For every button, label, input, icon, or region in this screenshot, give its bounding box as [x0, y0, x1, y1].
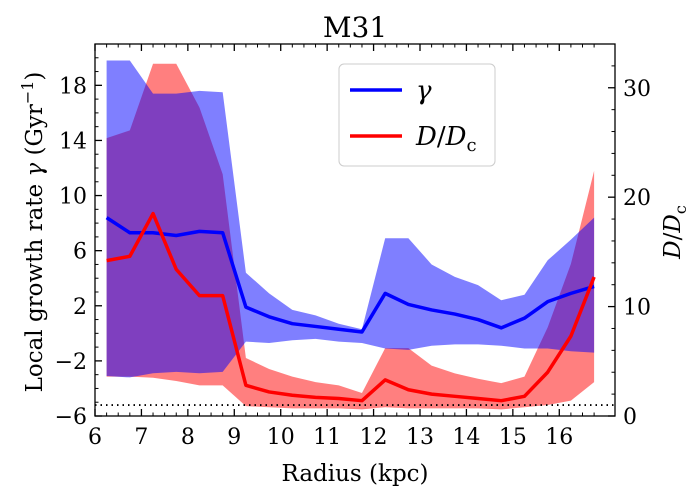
y-right-axis-ticks: 0 10 20 30 — [608, 43, 651, 430]
y-left-tick-label: −6 — [55, 405, 87, 430]
y-left-axis-label: Local growth rate γ (Gyr−1) — [18, 72, 48, 393]
y-right-tick-label: 30 — [623, 77, 651, 102]
y-left-tick-label: 10 — [59, 185, 87, 210]
plot-frame — [94, 43, 616, 417]
x-tick-label: 13 — [406, 425, 434, 450]
x-tick-label: 10 — [267, 425, 295, 450]
chart-title: M31 — [323, 11, 387, 44]
x-axis-top-ticks — [94, 44, 595, 51]
y-left-tick-label: 18 — [59, 74, 87, 99]
y-left-tick-label: 2 — [73, 295, 87, 320]
legend-gamma-label: γ — [416, 76, 432, 106]
band-gamma — [106, 60, 595, 378]
legend: γ D/Dc — [338, 63, 496, 167]
x-axis-ticks: 6 7 8 9 10 11 12 13 14 15 16 — [88, 409, 595, 450]
legend-ratio-label: D/Dc — [415, 122, 477, 156]
x-tick-label: 11 — [313, 425, 341, 450]
series-lines — [105, 211, 596, 403]
x-tick-label: 15 — [499, 425, 527, 450]
x-tick-label: 6 — [88, 425, 102, 450]
line-gamma — [105, 216, 595, 334]
y-left-tick-label: 14 — [59, 129, 87, 154]
y-right-tick-label: 0 — [623, 405, 637, 430]
x-tick-label: 12 — [360, 425, 388, 450]
y-right-tick-label: 20 — [623, 186, 651, 211]
x-tick-label: 7 — [134, 425, 148, 450]
x-tick-label: 14 — [452, 425, 480, 450]
x-axis-label: Radius (kpc) — [281, 461, 428, 487]
x-tick-label: 9 — [227, 425, 241, 450]
y-right-tick-label: 10 — [623, 296, 651, 321]
x-tick-label: 8 — [181, 425, 195, 450]
y-left-axis-ticks: −6 −2 2 6 10 14 18 — [55, 43, 102, 430]
line-d-dc — [106, 211, 596, 403]
y-left-tick-label: 6 — [73, 240, 87, 265]
x-tick-label: 16 — [545, 425, 573, 450]
y-right-axis-label: D/Dc — [660, 205, 690, 260]
y-left-tick-label: −2 — [55, 350, 87, 375]
